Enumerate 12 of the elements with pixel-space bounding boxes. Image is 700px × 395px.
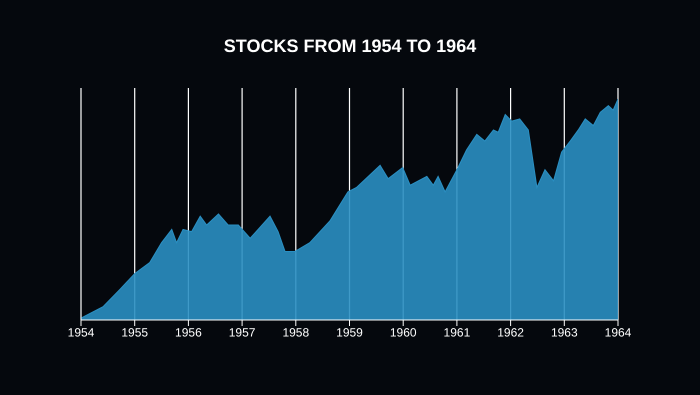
x-tick-label: 1958 [282, 326, 310, 340]
x-tick-label: 1955 [121, 326, 148, 340]
x-tick-label: 1960 [390, 326, 417, 340]
chart-title: STOCKS FROM 1954 TO 1964 [222, 36, 478, 57]
x-tick-label: 1954 [68, 326, 95, 340]
x-tick-label: 1962 [497, 326, 524, 340]
x-tick-label: 1959 [336, 326, 364, 340]
x-tick-label: 1964 [604, 326, 632, 340]
x-tick-label: 1957 [228, 326, 256, 340]
x-tick-label: 1963 [550, 326, 578, 340]
x-tick-label: 1961 [444, 326, 471, 340]
x-tick-label: 1956 [175, 326, 202, 340]
